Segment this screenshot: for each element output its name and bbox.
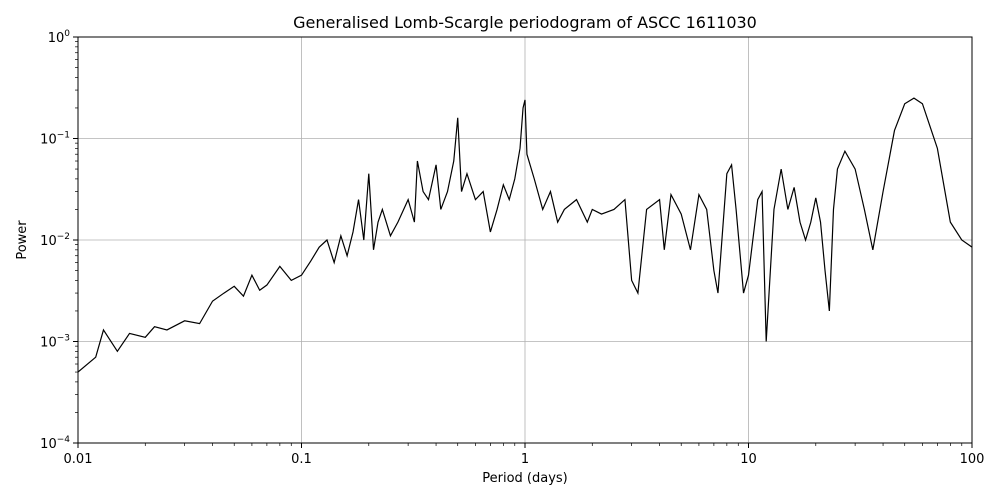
y-tick-label: 10−4 (40, 435, 70, 452)
x-axis-label: Period (days) (482, 471, 568, 486)
y-tick-label: 10−3 (40, 334, 70, 351)
y-axis-label: Power (15, 220, 30, 260)
y-tick-label: 10−2 (40, 232, 70, 249)
periodogram-line (78, 97, 972, 373)
y-tick-label: 10−1 (40, 131, 70, 148)
x-tick-label: 0.1 (291, 452, 312, 467)
x-tick-label: 100 (960, 452, 985, 467)
chart-title: Generalised Lomb-Scargle periodogram of … (293, 13, 757, 32)
x-tick-label: 1 (521, 452, 529, 467)
x-tick-label: 10 (740, 452, 757, 467)
data-layer (78, 97, 972, 373)
x-tick-label: 0.01 (64, 452, 93, 467)
y-tick-label: 100 (48, 29, 71, 46)
axis-ticks: 0.01 0.1 1 10 100 10−4 10−3 10−2 10−1 100 (40, 29, 984, 467)
